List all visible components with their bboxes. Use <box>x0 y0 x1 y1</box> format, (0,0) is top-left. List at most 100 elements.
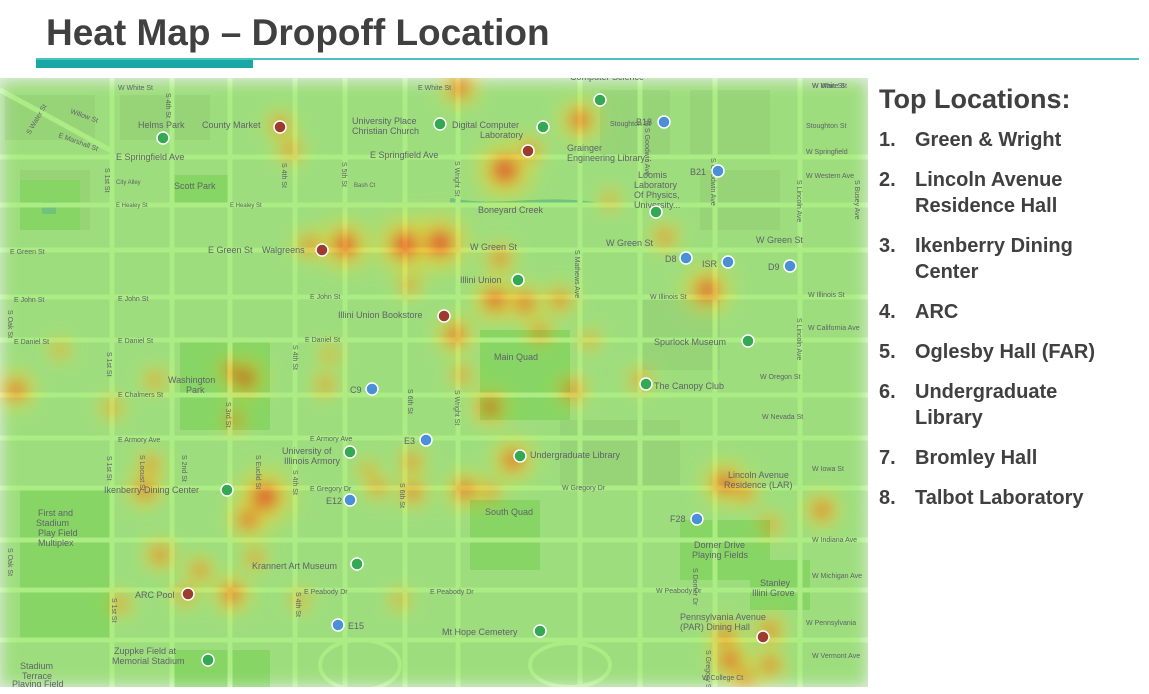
top-location-name: Undergraduate <box>915 381 1058 403</box>
map-pin-e12[interactable] <box>343 493 357 507</box>
map-pin-armory[interactable] <box>343 445 357 459</box>
map-pin-spurlock[interactable] <box>741 334 755 348</box>
map-label-illini-grove: Illini Grove <box>752 588 795 598</box>
map-label-e-armory: E Armory Ave <box>118 437 160 444</box>
map-label-laboratory: Laboratory <box>480 130 524 140</box>
map-label-arc-pool: ARC Pool <box>135 590 175 600</box>
map-pin-mt-hope[interactable] <box>533 624 547 638</box>
top-location-item: 6. Undergraduate Library <box>879 379 1141 431</box>
map-label-b21: B21 <box>690 167 706 177</box>
top-location-item: 8. Talbot Laboratory <box>879 485 1141 511</box>
map-pin-helms-park[interactable] <box>156 131 170 145</box>
map-pin-loomis[interactable] <box>649 205 663 219</box>
heat-spot <box>487 245 513 271</box>
map-pin-b21[interactable] <box>711 164 725 178</box>
map-pin-f28[interactable] <box>690 512 704 526</box>
top-location-name: Green & Wright <box>915 129 1062 151</box>
map-pin-bookstore[interactable] <box>437 309 451 323</box>
top-location-item: 2. Lincoln Avenue Residence Hall <box>879 167 1141 219</box>
map-pin-zuppke[interactable] <box>201 653 215 667</box>
top-location-item: 1. Green & Wright <box>879 127 1141 153</box>
map-label-c9: C9 <box>350 385 362 395</box>
heat-spot <box>400 479 426 505</box>
map-label-helms-park: Helms Park <box>138 120 185 130</box>
map-label-dorner-drive: Dorner Drive <box>694 540 745 550</box>
top-location-name: Bromley Hall <box>915 447 1038 469</box>
heat-spot <box>220 360 240 380</box>
map-pin-univ-place[interactable] <box>433 117 447 131</box>
map-pin-d8[interactable] <box>679 251 693 265</box>
map-pin-digital-computer[interactable] <box>536 120 550 134</box>
map-label-w-pennsylvania: W Pennsylvania <box>806 620 856 627</box>
map-label-univ-place: University Place <box>352 116 417 126</box>
map-label-w-college: W College Ct <box>702 675 743 682</box>
map-label-e-springfield2: E Springfield Ave <box>370 150 438 160</box>
map-pin-b18[interactable] <box>657 115 671 129</box>
map-label-univ-illinois: University of <box>282 446 332 456</box>
map-label-stanley: Stanley <box>760 578 791 588</box>
map-pin-county-market[interactable] <box>273 120 287 134</box>
map-label-w-gregory: W Gregory Dr <box>562 485 606 492</box>
panel-title: Top Locations: <box>879 84 1071 114</box>
heat-spot <box>480 482 500 502</box>
top-location-rank: 7. <box>879 447 896 469</box>
map-pin-arc[interactable] <box>181 587 195 601</box>
map-pin-d9[interactable] <box>783 259 797 273</box>
top-location-name: Lincoln Avenue <box>915 169 1063 191</box>
map-label-w-oregon: W Oregon St <box>760 374 801 381</box>
map-pin-illini-union[interactable] <box>511 273 525 287</box>
map-pin-isr[interactable] <box>721 255 735 269</box>
map-label-e-white: E White St <box>418 85 451 92</box>
map-label-s-1st3: S 1st St <box>105 456 112 481</box>
top-location-rank: 8. <box>879 487 896 509</box>
map-pin-undergrad-lib[interactable] <box>513 449 527 463</box>
map-label-krannert: Krannert Art Museum <box>252 561 337 571</box>
map-label-zuppke1: Zuppke Field at <box>114 646 177 656</box>
heat-layer <box>0 78 868 687</box>
map-label-e-springfield: E Springfield Ave <box>116 152 184 162</box>
map-label-grainger: Grainger <box>567 143 602 153</box>
map-label-e-daniel2: E Daniel St <box>118 338 153 345</box>
heat-spot <box>315 375 335 395</box>
map-label-first-stadium3: Play Field <box>38 528 78 538</box>
map-label-w-western: W Western Ave <box>806 173 854 180</box>
map-pin-walgreens[interactable] <box>315 243 329 257</box>
heat-spot <box>581 331 599 349</box>
map-pin-canopy[interactable] <box>639 377 653 391</box>
heat-spot <box>547 287 573 313</box>
heat-map[interactable]: W White St E White St W White St Willow St E… <box>0 78 868 687</box>
map-label-e-green: E Green St <box>10 249 45 256</box>
heat-spot <box>102 398 122 418</box>
map-label-w-michigan: W Michigan Ave <box>812 573 862 580</box>
heat-spot <box>452 365 472 385</box>
map-label-stadium-terrace2: Terrace <box>22 671 52 681</box>
map-pin-grainger[interactable] <box>521 144 535 158</box>
map-label-s-5th: S 5th St <box>340 162 347 187</box>
heat-spot <box>391 591 409 609</box>
map-pin-par-dining[interactable] <box>756 630 770 644</box>
map-pin-computer-science[interactable] <box>593 93 607 107</box>
map-label-w-california: W California Ave <box>808 325 860 332</box>
map-label-s-1st: S 1st St <box>103 168 110 193</box>
map-label-e-armory2: E Armory Ave <box>310 436 352 443</box>
map-pin-krannert[interactable] <box>350 557 364 571</box>
map-pin-e15[interactable] <box>331 618 345 632</box>
top-location-rank: 4. <box>879 301 896 323</box>
heat-spot <box>382 222 428 268</box>
heat-spot <box>400 275 420 295</box>
map-label-zuppke2: Memorial Stadium <box>112 656 185 666</box>
map-label-e-healey2: E Healey St <box>230 203 262 209</box>
heat-spot <box>510 288 540 318</box>
map-label-bash-ct: Bash Ct <box>354 183 376 189</box>
map-label-s-lincoln: S Lincoln Ave <box>795 180 802 222</box>
map-pin-e3[interactable] <box>419 433 433 447</box>
top-location-name: Library <box>915 407 983 429</box>
top-location-item: 5. Oglesby Hall (FAR) <box>879 339 1141 365</box>
map-pin-c9[interactable] <box>365 382 379 396</box>
map-label-first-stadium: First and <box>38 508 73 518</box>
map-pin-ikenberry[interactable] <box>220 483 234 497</box>
map-label-the-canopy-club: The Canopy Club <box>654 381 724 391</box>
top-location-item: 4. ARC <box>879 299 1141 325</box>
top-location-name: Residence Hall <box>915 195 1058 217</box>
map-label-e-peabody2: E Peabody Dr <box>430 589 474 596</box>
